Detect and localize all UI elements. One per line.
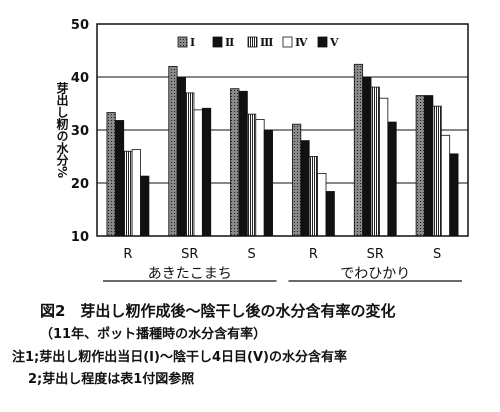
legend-label: Ⅰ: [190, 36, 195, 49]
bar: [131, 149, 141, 237]
legend-label: Ⅴ: [329, 36, 339, 49]
legend-swatch: [247, 36, 258, 48]
bar: [106, 112, 116, 237]
bar: [193, 109, 203, 237]
bar: [300, 140, 310, 237]
y-axis-ticks: 10 20 30 40 50: [71, 18, 89, 245]
bar: [432, 105, 442, 237]
x-tick-label: SR: [181, 247, 198, 262]
legend-swatch: [282, 36, 293, 48]
variety-groups: あきたこまち でわひかり: [103, 266, 462, 282]
y-tick-label: 20: [71, 177, 89, 192]
x-tick-label: S: [247, 247, 255, 262]
legend-swatch: [317, 36, 328, 48]
legend: Ⅰ Ⅱ Ⅲ Ⅳ Ⅴ: [177, 36, 339, 49]
legend-swatch: [212, 36, 223, 48]
bar: [308, 156, 319, 237]
x-axis-categories: R SR S R SR S: [123, 247, 441, 262]
bar: [317, 173, 327, 237]
legend-label: Ⅱ: [225, 36, 234, 49]
bar: [140, 175, 150, 237]
caption-subtitle: （11年、ポット播種時の水分含有率）: [40, 327, 267, 342]
y-tick-label: 10: [71, 230, 89, 245]
x-tick-label: SR: [367, 247, 384, 262]
bar: [255, 119, 265, 237]
bar: [415, 95, 425, 237]
y-axis-label: 芽出し籾の水分%: [55, 81, 69, 178]
bar: [362, 76, 372, 237]
legend-swatch: [177, 36, 188, 48]
caption-note-1: 注1;芽出し籾作出当日(Ⅰ)～陰干し4日目(Ⅴ)の水分含有率: [12, 350, 347, 365]
bar: [238, 90, 248, 237]
bar: [379, 97, 389, 237]
legend-label: Ⅳ: [295, 36, 308, 49]
x-tick-label: R: [123, 247, 132, 262]
variety-group-label: でわひかり: [340, 266, 410, 282]
x-tick-label: R: [309, 247, 318, 262]
grid-lines: [97, 76, 468, 184]
bar: [263, 129, 273, 237]
bar: [201, 107, 212, 237]
y-tick-label: 30: [71, 124, 89, 139]
x-tick-label: S: [433, 247, 441, 262]
bar: [185, 92, 195, 237]
bar: [387, 121, 397, 237]
caption-note-2: 2;芽出し程度は表1付図参照: [28, 372, 195, 387]
bar: [123, 150, 133, 237]
bar: [325, 191, 335, 237]
bar: [114, 120, 125, 237]
bar: [353, 63, 364, 237]
legend-label: Ⅲ: [260, 36, 273, 49]
bar: [168, 66, 178, 237]
bar: [230, 88, 240, 237]
bar: [176, 76, 186, 237]
bars: [106, 63, 459, 237]
y-tick-label: 40: [71, 71, 89, 86]
bar: [292, 123, 302, 237]
bar: [370, 86, 380, 237]
plot-frame: [96, 23, 469, 237]
bar: [424, 95, 434, 237]
variety-group-label: あきたこまち: [148, 266, 232, 282]
bar: [440, 134, 451, 237]
bar: [449, 153, 459, 237]
caption-title: 図2 芽出し籾作成後～陰干し後の水分含有率の変化: [40, 302, 396, 320]
bar: [246, 113, 257, 237]
y-tick-label: 50: [71, 18, 89, 33]
